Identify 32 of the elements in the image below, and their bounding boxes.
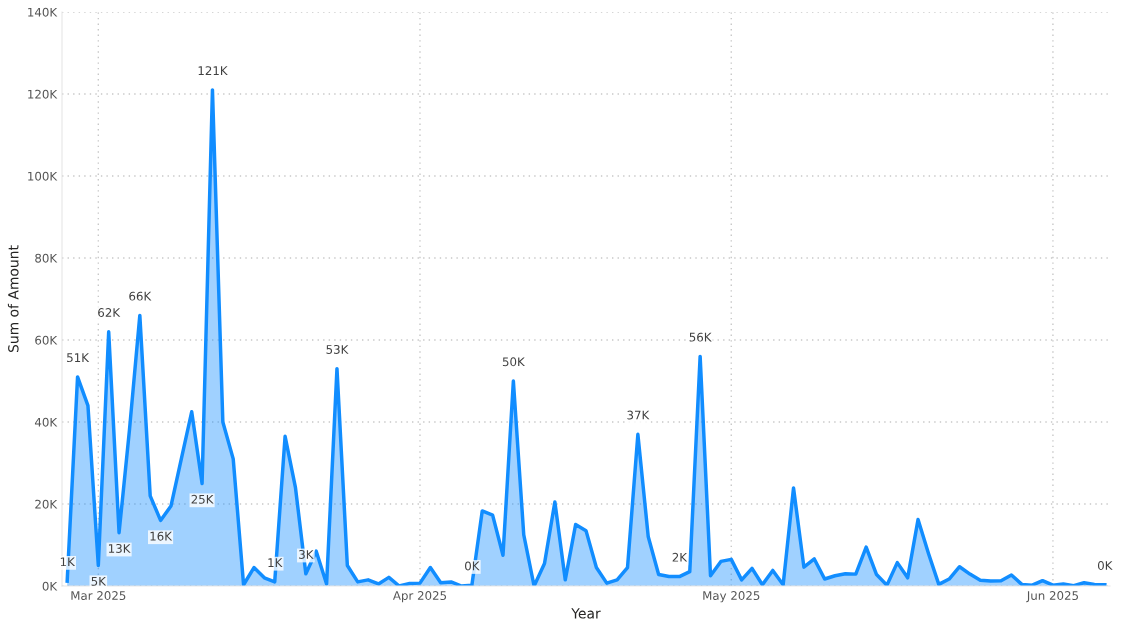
- data-label: 16K: [150, 531, 173, 541]
- y-tick-label: 20K: [35, 499, 58, 509]
- data-label: 50K: [502, 357, 525, 367]
- data-label: 25K: [191, 494, 214, 504]
- data-label: 62K: [98, 308, 121, 318]
- data-label: 5K: [91, 576, 107, 586]
- data-label: 13K: [108, 544, 131, 553]
- data-label: 53K: [326, 344, 349, 354]
- y-tick-label: 60K: [35, 335, 58, 345]
- y-tick-label: 120K: [28, 89, 58, 99]
- data-label: 1K: [268, 558, 283, 567]
- data-label: 0K: [465, 561, 480, 571]
- y-tick-label: 140K: [28, 7, 58, 17]
- x-tick-label: Apr 2025: [392, 591, 447, 603]
- data-label: 51K: [67, 353, 90, 363]
- x-tick-label: May 2025: [703, 591, 760, 603]
- data-label: 121K: [198, 66, 228, 75]
- y-tick-label: 40K: [34, 417, 58, 427]
- x-axis-title: Year: [571, 608, 601, 619]
- data-label: 2K: [672, 552, 688, 562]
- data-label: 66K: [129, 291, 152, 301]
- data-label: 56K: [689, 332, 712, 342]
- y-tick-label: 80K: [35, 253, 58, 263]
- y-tick-label: 100K: [28, 171, 58, 181]
- x-tick-label: Mar 2025: [71, 591, 126, 600]
- data-label: 1K: [60, 557, 76, 567]
- y-axis-title: Sum of Amount: [7, 245, 19, 353]
- data-label: 0K: [1097, 561, 1113, 570]
- data-label: 37K: [627, 410, 650, 420]
- data-label: 3K: [299, 549, 314, 559]
- y-tick-label: 0K: [42, 581, 58, 591]
- x-tick-label: Jun 2025: [1026, 591, 1079, 603]
